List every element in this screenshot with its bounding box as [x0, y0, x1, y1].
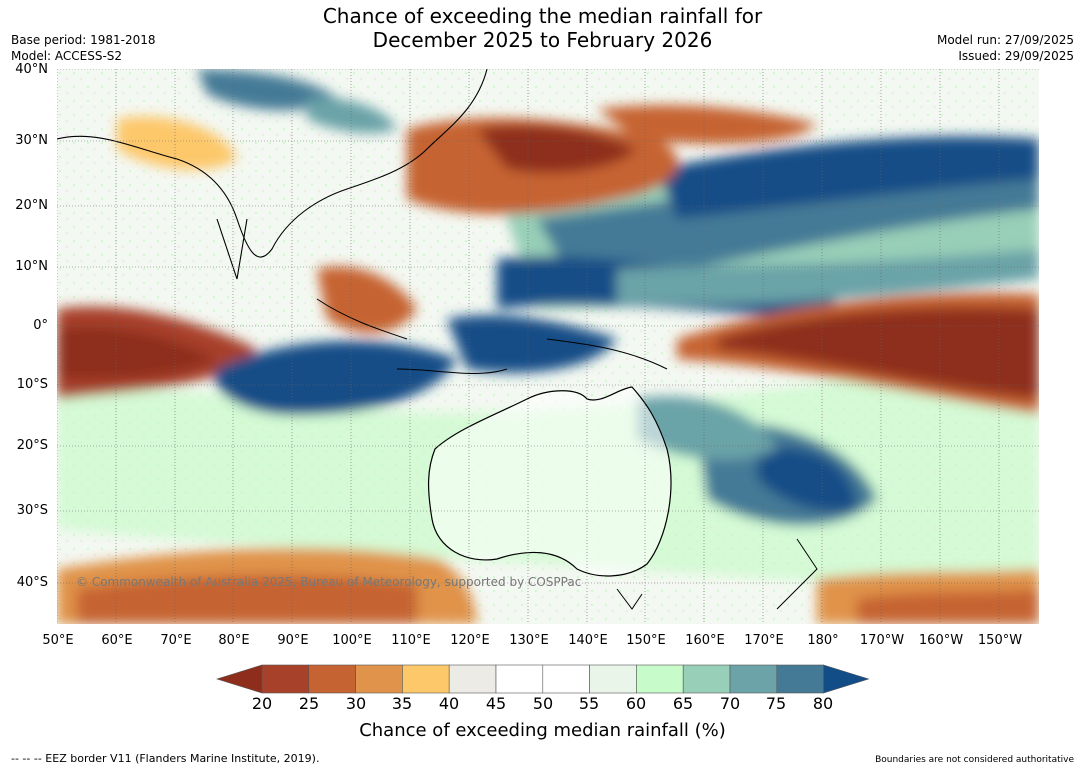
colorbar-cell	[355, 664, 403, 694]
lat-label: 20°N	[15, 198, 48, 213]
colorbar-tick: 50	[532, 694, 554, 713]
lat-label: 10°S	[16, 377, 48, 392]
lat-label: 30°S	[16, 503, 48, 518]
lon-label: 100°E	[332, 633, 372, 648]
eez-border-note: -- -- -- EEZ border V11 (Flanders Marine…	[11, 752, 320, 765]
colorbar-cell	[402, 664, 450, 694]
colorbar-cell	[682, 664, 731, 694]
colorbar-tick: 25	[298, 694, 320, 713]
model-run: Model run: 27/09/2025	[936, 33, 1074, 47]
title-line-1: Chance of exceeding the median rainfall …	[322, 4, 763, 28]
map-title: Chance of exceeding the median rainfall …	[0, 4, 1085, 52]
graticule	[57, 69, 1039, 624]
colorbar-label: Chance of exceeding median rainfall (%)	[359, 720, 726, 741]
colorbar	[215, 664, 870, 694]
lon-label: 130°E	[509, 633, 549, 648]
colorbar-tick: 45	[485, 694, 507, 713]
lon-label: 120°E	[450, 633, 490, 648]
colorbar-cell	[495, 664, 544, 694]
colorbar-extend-high	[823, 664, 870, 694]
lon-label: 160°E	[685, 633, 725, 648]
colorbar-tick: 20	[251, 694, 273, 713]
new-zealand-coast	[776, 538, 818, 610]
base-period: Base period: 1981-2018	[11, 33, 156, 47]
colorbar-cell	[636, 664, 684, 694]
colorbar-tick: 60	[625, 694, 647, 713]
lon-label: 50°E	[42, 633, 74, 648]
colorbar-tick: 80	[812, 694, 834, 713]
colorbar-cell	[308, 664, 356, 694]
lat-label: 20°S	[16, 438, 48, 453]
lon-label: 140°E	[568, 633, 608, 648]
lon-label: 110°E	[391, 633, 431, 648]
boundaries-disclaimer: Boundaries are not considered authoritat…	[875, 755, 1074, 765]
australia-outline	[427, 386, 672, 577]
lon-label: 60°E	[101, 633, 133, 648]
lon-label: 80°E	[218, 633, 250, 648]
colorbar-tick: 70	[719, 694, 741, 713]
lon-label: 90°E	[277, 633, 309, 648]
run-info: Model run: 27/09/2025 Issued: 29/09/2025	[937, 32, 1074, 64]
lat-label: 30°N	[15, 133, 48, 148]
lat-label: 40°N	[15, 62, 48, 77]
colorbar-cell	[776, 664, 824, 694]
rainfall-map	[57, 69, 1039, 624]
colorbar-tick: 55	[578, 694, 600, 713]
colorbar-cell	[448, 664, 497, 694]
colorbar-extend-low	[215, 664, 263, 694]
lon-label: 170°E	[744, 633, 784, 648]
colorbar-tick: 75	[765, 694, 787, 713]
copyright-notice: © Commonwealth of Australia 2025, Bureau…	[76, 575, 582, 589]
asia-coastline	[57, 69, 488, 258]
model-name: Model: ACCESS-S2	[11, 49, 123, 63]
lon-label: 170°W	[859, 633, 905, 648]
colorbar-cell	[729, 664, 778, 694]
lon-label: 150°E	[626, 633, 666, 648]
lon-label: 70°E	[160, 633, 192, 648]
lat-label: 0°	[33, 318, 48, 333]
lat-label: 40°S	[16, 575, 48, 590]
new-guinea-coast	[546, 338, 668, 370]
tasmania-coast	[616, 588, 643, 610]
india-coast	[216, 218, 248, 280]
lon-label: 150°W	[977, 633, 1023, 648]
colorbar-cell	[589, 664, 637, 694]
colorbar-tick: 65	[672, 694, 694, 713]
colorbar-tick: 35	[391, 694, 413, 713]
title-line-2: December 2025 to February 2026	[372, 28, 713, 52]
rainfall-fields	[57, 69, 1039, 624]
issued-date: Issued: 29/09/2025	[958, 49, 1074, 63]
colorbar-cell	[542, 664, 590, 694]
lon-label: 180°	[807, 633, 839, 648]
lon-label: 160°W	[918, 633, 964, 648]
lat-label: 10°N	[15, 259, 48, 274]
model-info: Base period: 1981-2018 Model: ACCESS-S2	[11, 32, 156, 64]
colorbar-tick: 40	[438, 694, 460, 713]
colorbar-tick: 30	[345, 694, 367, 713]
colorbar-cell	[261, 664, 310, 694]
